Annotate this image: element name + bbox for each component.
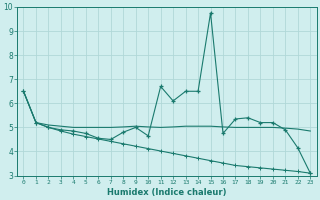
X-axis label: Humidex (Indice chaleur): Humidex (Indice chaleur) (107, 188, 227, 197)
